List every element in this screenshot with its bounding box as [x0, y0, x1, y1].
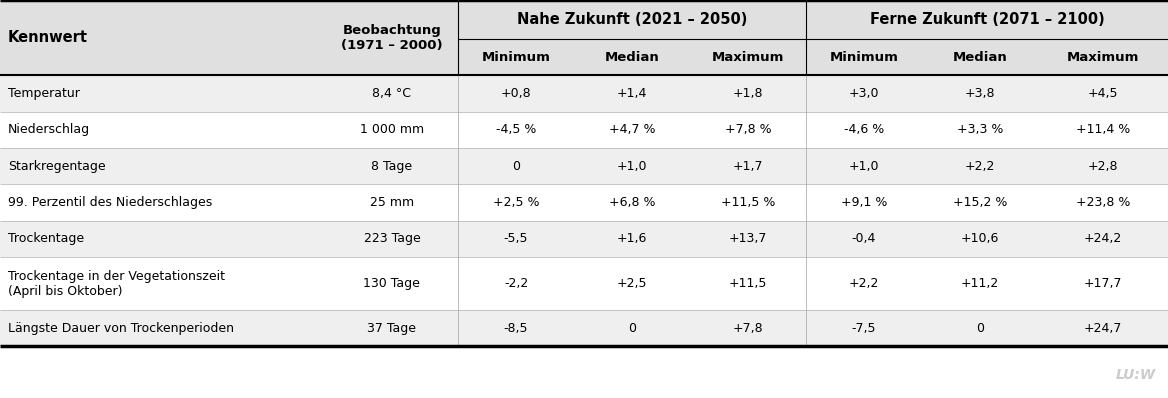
Text: +9,1 %: +9,1 % — [841, 196, 887, 209]
Text: Ferne Zukunft (2071 – 2100): Ferne Zukunft (2071 – 2100) — [869, 12, 1104, 27]
Text: +1,7: +1,7 — [732, 160, 763, 173]
Text: +11,5: +11,5 — [729, 277, 767, 290]
Text: 8 Tage: 8 Tage — [371, 160, 412, 173]
Text: +4,5: +4,5 — [1087, 87, 1118, 100]
Bar — [0, 221, 1168, 257]
Text: 8,4 °C: 8,4 °C — [373, 87, 411, 100]
Text: 130 Tage: 130 Tage — [363, 277, 420, 290]
Text: +0,8: +0,8 — [501, 87, 531, 100]
Text: +2,2: +2,2 — [849, 277, 880, 290]
Bar — [0, 184, 1168, 221]
Text: Kennwert: Kennwert — [8, 30, 88, 45]
Text: -5,5: -5,5 — [503, 232, 528, 246]
Text: +3,8: +3,8 — [965, 87, 995, 100]
Text: -4,5 %: -4,5 % — [496, 123, 536, 137]
Text: +2,2: +2,2 — [965, 160, 995, 173]
Text: +6,8 %: +6,8 % — [609, 196, 655, 209]
Bar — [0, 148, 1168, 184]
Bar — [0, 112, 1168, 148]
Text: +7,8: +7,8 — [732, 322, 763, 335]
Text: +4,7 %: +4,7 % — [609, 123, 655, 137]
Bar — [0, 0, 1168, 75]
Text: Trockentage in der Vegetationszeit
(April bis Oktober): Trockentage in der Vegetationszeit (Apri… — [8, 269, 225, 298]
Text: 0: 0 — [512, 160, 520, 173]
Text: 37 Tage: 37 Tage — [368, 322, 417, 335]
Text: -8,5: -8,5 — [503, 322, 528, 335]
Text: Temperatur: Temperatur — [8, 87, 79, 100]
Bar — [0, 257, 1168, 310]
Text: +2,8: +2,8 — [1087, 160, 1118, 173]
Text: +24,7: +24,7 — [1084, 322, 1122, 335]
Text: 223 Tage: 223 Tage — [363, 232, 420, 246]
Text: +11,4 %: +11,4 % — [1076, 123, 1129, 137]
Text: 1 000 mm: 1 000 mm — [360, 123, 424, 137]
Text: Maximum: Maximum — [711, 51, 784, 64]
Text: 99. Perzentil des Niederschlages: 99. Perzentil des Niederschlages — [8, 196, 213, 209]
Text: +3,0: +3,0 — [849, 87, 880, 100]
Text: -2,2: -2,2 — [503, 277, 528, 290]
Text: Minimum: Minimum — [481, 51, 550, 64]
Text: +15,2 %: +15,2 % — [953, 196, 1007, 209]
Text: -0,4: -0,4 — [851, 232, 876, 246]
Text: Median: Median — [605, 51, 660, 64]
Text: +24,2: +24,2 — [1084, 232, 1122, 246]
Text: Nahe Zukunft (2021 – 2050): Nahe Zukunft (2021 – 2050) — [516, 12, 748, 27]
Text: Niederschlag: Niederschlag — [8, 123, 90, 137]
Text: +13,7: +13,7 — [729, 232, 767, 246]
Text: LU:W: LU:W — [1115, 368, 1156, 382]
Text: +1,0: +1,0 — [849, 160, 880, 173]
Text: Trockentage: Trockentage — [8, 232, 84, 246]
Text: +3,3 %: +3,3 % — [957, 123, 1003, 137]
Text: +2,5: +2,5 — [617, 277, 647, 290]
Text: +2,5 %: +2,5 % — [493, 196, 540, 209]
Text: Längste Dauer von Trockenperioden: Längste Dauer von Trockenperioden — [8, 322, 234, 335]
Text: +23,8 %: +23,8 % — [1076, 196, 1131, 209]
Text: +11,5 %: +11,5 % — [721, 196, 776, 209]
Text: +1,4: +1,4 — [617, 87, 647, 100]
Text: -4,6 %: -4,6 % — [843, 123, 884, 137]
Text: +1,8: +1,8 — [732, 87, 763, 100]
Text: +1,0: +1,0 — [617, 160, 647, 173]
Text: 0: 0 — [975, 322, 983, 335]
Text: -7,5: -7,5 — [851, 322, 876, 335]
Bar — [0, 75, 1168, 112]
Text: Maximum: Maximum — [1066, 51, 1139, 64]
Text: +10,6: +10,6 — [960, 232, 999, 246]
Text: Median: Median — [952, 51, 1007, 64]
Text: 0: 0 — [628, 322, 637, 335]
Text: 25 mm: 25 mm — [370, 196, 413, 209]
Text: Minimum: Minimum — [829, 51, 898, 64]
Bar — [0, 310, 1168, 346]
Text: +1,6: +1,6 — [617, 232, 647, 246]
Text: +17,7: +17,7 — [1084, 277, 1122, 290]
Text: Starkregentage: Starkregentage — [8, 160, 105, 173]
Text: Beobachtung
(1971 – 2000): Beobachtung (1971 – 2000) — [341, 24, 443, 52]
Bar — [0, 346, 1168, 398]
Text: +7,8 %: +7,8 % — [724, 123, 771, 137]
Text: +11,2: +11,2 — [960, 277, 999, 290]
